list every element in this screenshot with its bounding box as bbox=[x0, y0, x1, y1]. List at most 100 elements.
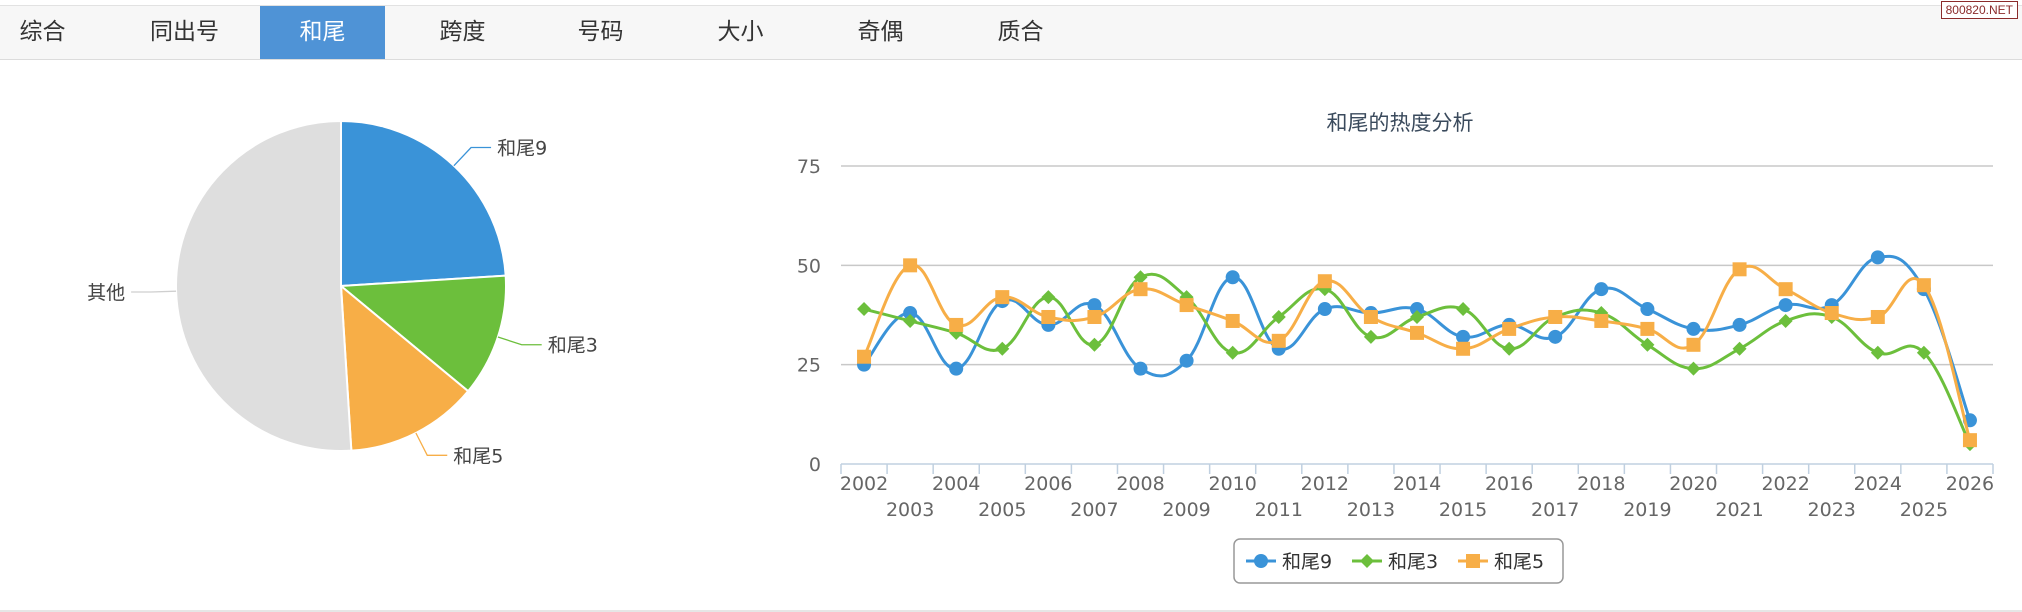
data-point bbox=[903, 258, 918, 273]
data-point bbox=[1686, 321, 1701, 336]
x-tick-label: 2002 bbox=[840, 473, 888, 495]
data-point bbox=[857, 302, 872, 317]
pie-connector-2 bbox=[415, 432, 448, 456]
data-point bbox=[1410, 302, 1424, 317]
data-point bbox=[1962, 433, 1977, 448]
data-point bbox=[1225, 345, 1240, 360]
legend-item-1[interactable]: 和尾3 bbox=[1388, 551, 1438, 573]
data-point bbox=[1732, 341, 1747, 356]
x-tick-label: 2010 bbox=[1209, 473, 1257, 495]
divider bbox=[0, 610, 2022, 612]
pie-connector-0 bbox=[453, 146, 492, 167]
tab-0[interactable]: 综合 bbox=[19, 19, 66, 45]
tab-6[interactable]: 奇偶 bbox=[857, 19, 904, 45]
x-tick-label: 2020 bbox=[1669, 473, 1717, 495]
x-tick-label: 2007 bbox=[1070, 499, 1118, 521]
data-point bbox=[1870, 345, 1885, 360]
data-point bbox=[1732, 317, 1747, 332]
data-point bbox=[1824, 306, 1839, 321]
data-point bbox=[1916, 278, 1931, 293]
legend-item-2[interactable]: 和尾5 bbox=[1494, 551, 1544, 573]
data-point bbox=[1594, 282, 1609, 297]
x-tick-label: 2009 bbox=[1162, 499, 1210, 521]
x-tick-label: 2016 bbox=[1485, 473, 1533, 495]
data-point bbox=[1548, 309, 1563, 324]
x-tick-label: 2005 bbox=[978, 499, 1026, 521]
data-point bbox=[1133, 361, 1148, 376]
tab-4[interactable]: 号码 bbox=[577, 19, 624, 45]
pie-label-0: 和尾9 bbox=[497, 137, 547, 159]
x-tick-label: 2011 bbox=[1255, 499, 1303, 521]
data-point bbox=[1456, 302, 1471, 317]
data-point bbox=[1133, 282, 1148, 297]
y-tick-label: 0 bbox=[809, 454, 821, 476]
data-point bbox=[1548, 329, 1563, 344]
pie-slice-3 bbox=[175, 119, 353, 452]
y-tick-label: 75 bbox=[797, 156, 821, 178]
data-point bbox=[857, 349, 872, 364]
data-point bbox=[1686, 337, 1701, 352]
x-tick-label: 2019 bbox=[1623, 499, 1671, 521]
data-point bbox=[903, 313, 918, 328]
data-point bbox=[1271, 333, 1286, 348]
x-tick-label: 2014 bbox=[1393, 473, 1441, 495]
data-point bbox=[1640, 321, 1655, 336]
pie-connector-3 bbox=[131, 290, 177, 293]
data-point bbox=[995, 290, 1010, 305]
data-point bbox=[1640, 302, 1655, 317]
x-tick-label: 2018 bbox=[1577, 473, 1625, 495]
data-point bbox=[1087, 298, 1102, 313]
pie-label-1: 和尾3 bbox=[548, 335, 598, 357]
data-point bbox=[1041, 309, 1056, 324]
data-point bbox=[1502, 341, 1517, 356]
data-point bbox=[1778, 282, 1793, 297]
y-tick-label: 25 bbox=[797, 355, 821, 377]
data-point bbox=[1363, 329, 1378, 344]
x-tick-label: 2004 bbox=[932, 473, 980, 495]
data-point bbox=[1041, 290, 1056, 305]
tab-bar: 综合 同出号 和尾 跨度 号码 大小 奇偶 质合 bbox=[0, 5, 2022, 60]
data-point bbox=[1640, 337, 1655, 352]
data-point bbox=[1317, 302, 1332, 317]
x-tick-label: 2017 bbox=[1531, 499, 1579, 521]
series-line-2 bbox=[862, 263, 1972, 441]
data-point bbox=[1179, 298, 1194, 313]
tab-3[interactable]: 跨度 bbox=[439, 19, 486, 45]
x-tick-label: 2022 bbox=[1761, 473, 1809, 495]
x-tick-label: 2025 bbox=[1900, 499, 1948, 521]
data-point bbox=[1087, 337, 1102, 352]
x-tick-label: 2015 bbox=[1439, 499, 1487, 521]
tab-2[interactable]: 和尾 bbox=[260, 6, 385, 59]
pie-label-3: 其他 bbox=[87, 282, 125, 304]
pie-slice-0 bbox=[340, 119, 507, 288]
data-point bbox=[1778, 298, 1793, 313]
data-point bbox=[1179, 353, 1194, 368]
watermark: 800820.NET bbox=[1940, 1, 2018, 19]
data-point bbox=[1456, 329, 1471, 344]
legend-item-0[interactable]: 和尾9 bbox=[1282, 551, 1332, 573]
legend-box bbox=[1233, 538, 1564, 584]
data-point bbox=[1594, 313, 1609, 328]
tab-5[interactable]: 大小 bbox=[717, 19, 764, 45]
x-tick-label: 2024 bbox=[1854, 473, 1902, 495]
legend[interactable]: 和尾9 和尾3 和尾5 bbox=[1233, 538, 1564, 584]
data-point bbox=[949, 317, 964, 332]
data-point bbox=[1870, 250, 1885, 265]
data-point bbox=[1225, 313, 1240, 328]
data-point bbox=[1916, 345, 1931, 360]
x-tick-label: 2008 bbox=[1116, 473, 1164, 495]
series-2 bbox=[857, 258, 1977, 448]
data-point bbox=[1133, 270, 1148, 285]
legend-marker-2 bbox=[1466, 554, 1480, 568]
tab-7[interactable]: 质合 bbox=[997, 19, 1044, 45]
x-tick-label: 2006 bbox=[1024, 473, 1072, 495]
data-point bbox=[1778, 313, 1793, 328]
data-point bbox=[1410, 325, 1424, 340]
legend-marker-1 bbox=[1360, 554, 1374, 568]
x-tick-label: 2026 bbox=[1946, 473, 1994, 495]
tab-1[interactable]: 同出号 bbox=[150, 19, 219, 45]
data-point bbox=[1870, 309, 1885, 324]
data-point bbox=[1456, 341, 1471, 356]
data-point bbox=[949, 361, 964, 376]
